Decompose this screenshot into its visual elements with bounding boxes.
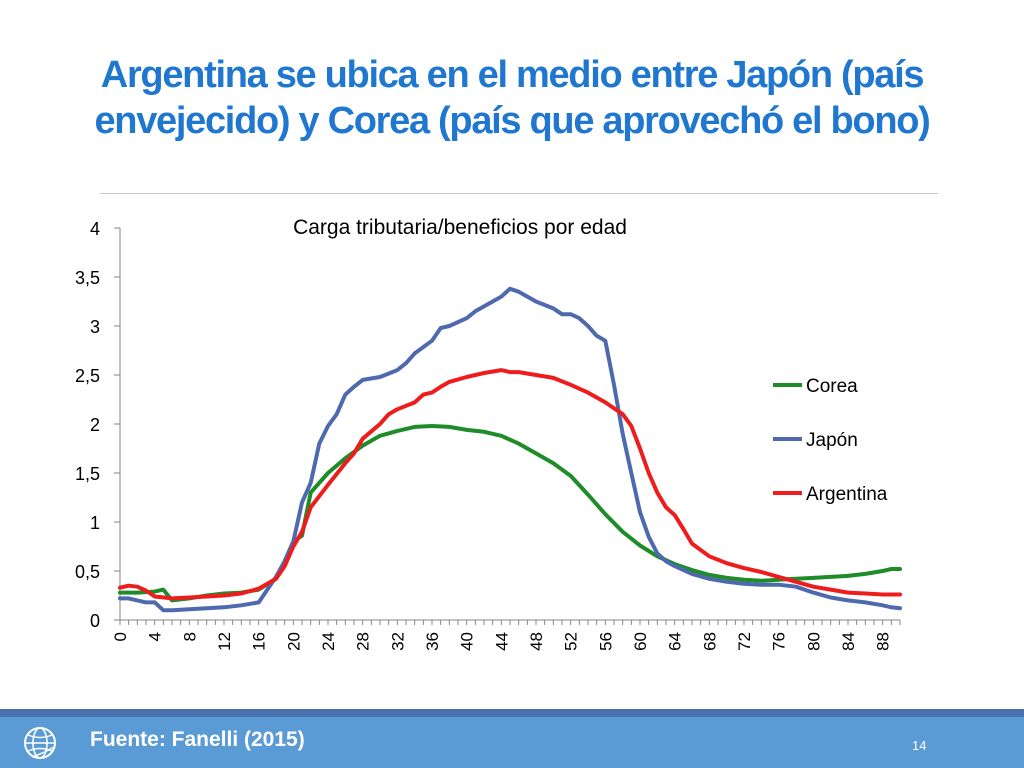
chart-legend: Corea Japón Argentina	[773, 376, 888, 505]
x-tick-label: 4	[146, 632, 165, 641]
y-tick-label: 1	[90, 513, 100, 533]
y-tick-label: 0,5	[75, 562, 100, 582]
x-tick-label: 12	[215, 632, 234, 651]
chart-title: Carga tributaria/beneficios por edad	[293, 216, 627, 239]
x-tick-label: 0	[111, 632, 130, 641]
chart-series	[118, 286, 902, 613]
y-tick-label: 2,5	[75, 366, 100, 386]
footer-stripe	[0, 709, 1024, 717]
footer-source: Fuente: Fanelli (2015)	[90, 728, 305, 751]
x-tick-label: 8	[180, 632, 199, 641]
slide-title: Argentina se ubica en el medio entre Jap…	[0, 52, 1024, 144]
x-tick-label: 72	[735, 632, 754, 651]
x-tick-label: 40	[458, 632, 477, 651]
x-tick-label: 56	[596, 632, 615, 651]
x-tick-label: 24	[319, 632, 338, 651]
x-tick-label: 44	[492, 632, 511, 651]
y-tick-label: 0	[90, 611, 100, 631]
x-tick-label: 80	[804, 632, 823, 651]
x-tick-label: 28	[354, 632, 373, 651]
x-tick-label: 20	[284, 632, 303, 651]
y-tick-label: 4	[90, 219, 100, 239]
x-tick-label: 36	[423, 632, 442, 651]
x-tick-label: 32	[388, 632, 407, 651]
title-divider	[100, 193, 938, 194]
x-tick-label: 84	[839, 632, 858, 651]
x-tick-label: 64	[666, 632, 685, 651]
legend-label: Corea	[806, 376, 858, 397]
x-tick-label: 76	[770, 632, 789, 651]
series-line-corea	[118, 424, 902, 603]
x-tick-label: 68	[700, 632, 719, 651]
series-line-jap-n	[118, 286, 902, 613]
line-chart: 00,511,522,533,540 4 8 12 16 20 24 28 32 36 40 44 48…	[75, 216, 902, 651]
x-tick-label: 60	[631, 632, 650, 651]
y-tick-label: 1,5	[75, 464, 100, 484]
x-tick-label: 88	[874, 632, 893, 651]
slide-title-line-2: envejecido) y Corea (país que aprovechó …	[94, 100, 930, 142]
legend-label: Argentina	[806, 484, 888, 505]
slide-title-line-1: Argentina se ubica en el medio entre Jap…	[100, 54, 925, 96]
x-tick-label: 52	[562, 632, 581, 651]
series-line-argentina	[118, 368, 902, 601]
x-tick-label: 48	[527, 632, 546, 651]
y-tick-label: 3,5	[75, 268, 100, 288]
page-number: 14	[912, 738, 927, 753]
legend-label: Japón	[806, 430, 858, 451]
y-tick-label: 2	[90, 415, 100, 435]
y-tick-label: 3	[90, 317, 100, 337]
chart-axes: 00,511,522,533,540 4 8 12 16 20 24 28 32 36 40 44 48…	[75, 219, 901, 651]
globe-icon	[24, 727, 56, 759]
x-tick-label: 16	[250, 632, 269, 651]
footer-bar: Fuente: Fanelli (2015) 14	[0, 717, 1024, 768]
